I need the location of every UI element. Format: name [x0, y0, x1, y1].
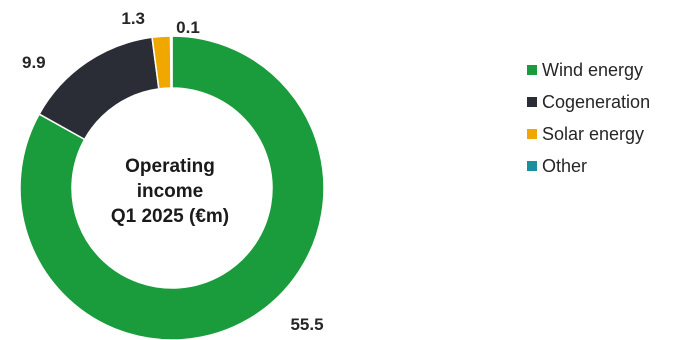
data-label-cogeneration: 9.9: [22, 53, 46, 72]
center-title: Operating income Q1 2025 (€m): [111, 156, 229, 227]
legend: Wind energy Cogeneration Solar energy Ot…: [527, 56, 650, 184]
data-label-other: 0.1: [176, 18, 200, 37]
legend-label-cogeneration: Cogeneration: [542, 91, 651, 112]
data-label-wind: 55.5: [290, 315, 323, 334]
center-title-line-2: income: [137, 181, 204, 202]
legend-item-wind: Wind energy: [527, 56, 650, 84]
center-title-line-3: Q1 2025 (€m): [111, 206, 229, 227]
legend-item-cogeneration: Cogeneration: [527, 88, 650, 116]
slice-cogeneration: [38, 36, 160, 141]
legend-item-other: Other: [527, 152, 650, 180]
center-title-line-1: Operating: [125, 156, 215, 177]
slice-other: [169, 35, 173, 89]
legend-item-solar: Solar energy: [527, 120, 650, 148]
slice-wind: [19, 35, 325, 340]
legend-swatch-cogeneration: [527, 97, 537, 107]
legend-swatch-solar: [527, 129, 537, 139]
legend-label-wind: Wind energy: [542, 59, 644, 80]
legend-swatch-other: [527, 161, 537, 171]
data-label-solar: 1.3: [121, 9, 145, 28]
legend-label-other: Other: [542, 155, 588, 176]
legend-swatch-wind: [527, 65, 537, 75]
legend-label-solar: Solar energy: [542, 123, 645, 144]
